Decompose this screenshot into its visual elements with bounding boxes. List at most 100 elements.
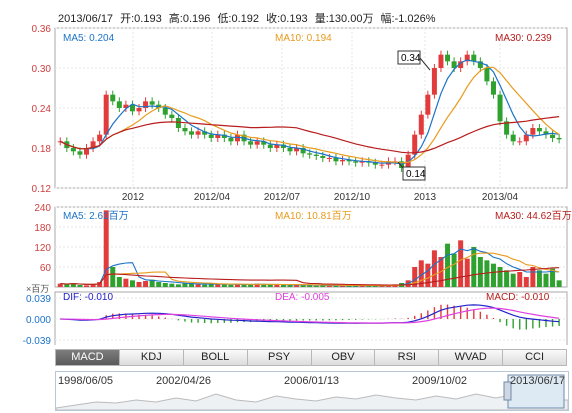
candle [399, 161, 405, 168]
volume-bar [340, 285, 346, 287]
candle [116, 101, 122, 108]
candle [536, 128, 542, 132]
volume-bar [70, 283, 76, 287]
tab-psy[interactable]: PSY [247, 349, 312, 366]
vol-ma30-label: MA30: 44.62百万 [495, 210, 572, 222]
candle [162, 108, 168, 115]
candle [346, 160, 352, 162]
candle [103, 94, 109, 135]
price-x-tick: 2013/04 [482, 192, 519, 203]
volume-bar [431, 250, 437, 287]
volume-bar [418, 260, 424, 287]
candle [320, 156, 326, 158]
candle [175, 118, 181, 128]
tab-boll[interactable]: BOLL [183, 349, 248, 366]
price-x-tick: 2012/04 [194, 192, 231, 203]
candle [189, 131, 195, 135]
candle [425, 94, 431, 115]
quote-close: 收:0.193 [266, 13, 308, 25]
volume-bar [195, 284, 201, 287]
volume-bar [294, 284, 300, 287]
tab-kdj[interactable]: KDJ [119, 349, 184, 366]
candle [287, 148, 293, 152]
tab-rsi[interactable]: RSI [375, 349, 440, 366]
volume-bar [490, 263, 496, 287]
volume-bar [445, 243, 451, 287]
vol-ma5-label: MA5: 2.61百万 [63, 210, 129, 222]
volume-bar [156, 282, 162, 287]
volume-bar [234, 284, 240, 287]
candle [353, 161, 359, 163]
volume-bar [458, 240, 464, 287]
candle [267, 144, 273, 148]
tab-obv[interactable]: OBV [311, 349, 376, 366]
navigator-left-handle[interactable] [503, 381, 512, 401]
volume-bar [189, 284, 195, 287]
candle [70, 148, 76, 152]
volume-bar [149, 279, 155, 287]
tab-cci[interactable]: CCI [503, 349, 567, 366]
candle [333, 158, 339, 162]
candle [504, 121, 510, 135]
candle [471, 54, 477, 62]
candle [110, 94, 116, 102]
tab-wvad[interactable]: WVAD [439, 349, 504, 366]
candle [550, 134, 556, 138]
price-y-tick: 0.24 [32, 104, 52, 115]
vol-ma10-label: MA10: 10.81百万 [275, 210, 352, 222]
candle [97, 134, 103, 142]
volume-bar [556, 280, 562, 287]
candle [221, 134, 227, 138]
volume-bar [471, 247, 477, 287]
candle [123, 104, 129, 108]
candle [254, 141, 260, 145]
candle [445, 54, 451, 62]
candle [530, 128, 536, 135]
candle [517, 141, 523, 143]
candle [234, 134, 240, 142]
volume-bar [353, 285, 359, 287]
candle [307, 153, 313, 155]
candle [438, 54, 444, 68]
volume-bar [228, 285, 234, 287]
volume-bar [136, 282, 142, 287]
candle [195, 131, 201, 135]
candle [77, 151, 83, 155]
navigator-window[interactable] [507, 374, 565, 409]
candle [543, 131, 549, 135]
candle [510, 134, 516, 142]
candle [90, 141, 96, 148]
vol-unit: ×百万 [26, 284, 49, 294]
volume-bar [215, 284, 221, 287]
price-x-tick: 2012/10 [334, 192, 371, 203]
volume-bar [248, 284, 254, 287]
chart-canvas[interactable]: 0.36 0.30 0.24 0.18 0.12 2012 2012/04 2012/07 20… [0, 0, 572, 345]
price-y-tick: 0.12 [32, 184, 52, 195]
candle [313, 154, 319, 156]
candle [149, 101, 155, 105]
volume-bar [320, 285, 326, 287]
volume-bar [346, 285, 352, 287]
volume-bar [221, 284, 227, 287]
quote-change: 幅:-1.026% [380, 13, 436, 25]
time-navigator[interactable]: 1998/06/05 2002/04/26 2006/01/13 2009/10… [55, 371, 569, 411]
quote-high: 高:0.196 [168, 13, 211, 25]
volume-bar [517, 272, 523, 287]
candle [169, 114, 175, 118]
candle [261, 141, 267, 145]
dif-line [60, 304, 560, 324]
candle [274, 144, 280, 148]
candle [523, 134, 529, 142]
candle [326, 158, 332, 159]
tab-macd[interactable]: MACD [55, 349, 120, 366]
volume-bar [208, 283, 214, 287]
volume-bar [90, 284, 96, 287]
volume-bar [425, 263, 431, 287]
volume-bar [477, 257, 483, 287]
candle [129, 104, 135, 112]
candle [84, 148, 90, 155]
candle [497, 94, 503, 122]
volume-bar [484, 260, 490, 287]
price-ma30-label: MA30: 0.239 [495, 33, 552, 44]
volume-bar [536, 270, 542, 287]
